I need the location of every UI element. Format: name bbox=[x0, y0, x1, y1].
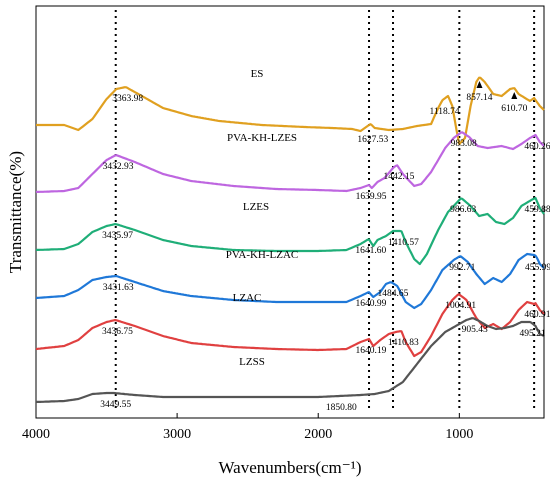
peak-label: 1442.15 bbox=[384, 172, 415, 182]
peak-label: 460.26 bbox=[524, 142, 550, 152]
series-name: PVA-KH-LZES bbox=[227, 132, 297, 144]
series-line bbox=[35, 131, 545, 194]
series-line bbox=[36, 76, 545, 146]
peak-label: 495.21 bbox=[520, 329, 546, 339]
peak-label: 455.99 bbox=[525, 263, 550, 273]
peak-label: 1118.74 bbox=[429, 107, 459, 117]
peak-label: 1484.65 bbox=[378, 289, 409, 299]
peak-label: 3431.63 bbox=[103, 283, 134, 293]
peak-label: 1850.80 bbox=[326, 403, 357, 413]
peak-label: 3435.97 bbox=[102, 231, 133, 241]
series-es: ES 3363.98 1627.53 1118.74 857.14 610.70 bbox=[36, 68, 545, 146]
x-tick-label: 2000 bbox=[304, 427, 332, 442]
peak-label: 983.08 bbox=[451, 139, 477, 149]
reference-lines bbox=[114, 10, 536, 412]
series-name: LZES bbox=[243, 201, 269, 213]
peak-label: 459.88 bbox=[524, 205, 550, 215]
series-name: LZSS bbox=[239, 356, 265, 368]
peak-label: 1641.60 bbox=[355, 246, 386, 256]
y-axis-title: Transmittance(%) bbox=[6, 151, 25, 273]
peak-label: 905.43 bbox=[462, 325, 488, 335]
peak-label: 1410.83 bbox=[388, 338, 419, 348]
peak-label: 1639.95 bbox=[356, 192, 387, 202]
series-line bbox=[35, 293, 545, 358]
x-axis-title: Wavenumbers(cm⁻¹) bbox=[219, 458, 362, 477]
peak-label: 1004.91 bbox=[445, 301, 476, 311]
peak-marker bbox=[476, 81, 483, 89]
series-lzss: LZSS 3449.55 1850.80 905.43 495.21 bbox=[35, 317, 546, 413]
x-tick-label: 4000 bbox=[22, 427, 50, 442]
peak-label: 610.70 bbox=[501, 104, 527, 114]
peak-label: 986.63 bbox=[450, 205, 476, 215]
peak-label: 3432.93 bbox=[103, 162, 134, 172]
peak-label: 857.14 bbox=[466, 93, 492, 103]
peak-label: 3449.55 bbox=[100, 400, 131, 410]
peak-label: 1640.19 bbox=[356, 346, 387, 356]
x-tick-label: 3000 bbox=[163, 427, 191, 442]
plot-frame bbox=[35, 5, 545, 419]
peak-label: 992.71 bbox=[449, 263, 475, 273]
peak-label: 1410.57 bbox=[388, 238, 419, 248]
series-line bbox=[35, 252, 545, 310]
series-name: LZAC bbox=[233, 292, 262, 304]
peak-label: 1640.99 bbox=[355, 299, 386, 309]
x-tick-label: 1000 bbox=[445, 427, 473, 442]
peak-label: 3363.98 bbox=[112, 94, 143, 104]
peak-label: 3436.75 bbox=[102, 327, 133, 337]
series-line bbox=[35, 196, 545, 266]
series-pva-kh-lzes: PVA-KH-LZES 3432.93 1639.95 1442.15 983.08 46… bbox=[35, 131, 550, 202]
series-group: ES 3363.98 1627.53 1118.74 857.14 610.70 PVA-K… bbox=[35, 68, 550, 413]
peak-label: 460.91 bbox=[524, 310, 550, 320]
series-name: PVA-KH-LZAC bbox=[226, 249, 299, 261]
peak-label: 1627.53 bbox=[357, 135, 388, 145]
x-axis-ticks: 4000 3000 2000 1000 bbox=[22, 413, 473, 442]
series-name: ES bbox=[251, 68, 264, 80]
peak-marker bbox=[511, 92, 518, 100]
series-line bbox=[35, 317, 545, 404]
